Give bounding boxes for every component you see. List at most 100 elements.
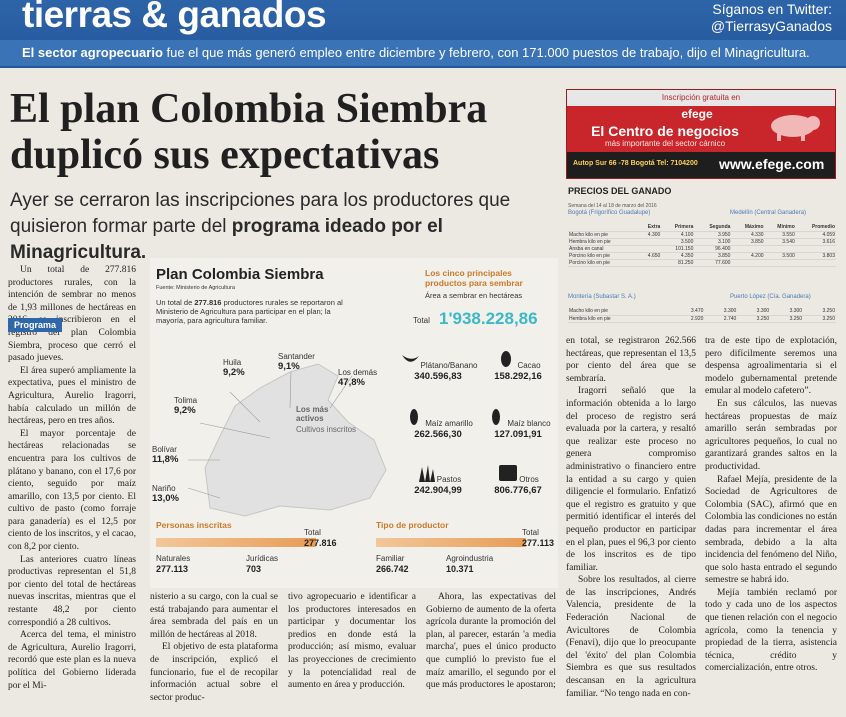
price-cell: 96.400	[694, 245, 732, 253]
crop-name: Maíz blanco	[507, 419, 551, 428]
crop-name: Cacao	[517, 361, 541, 370]
total-label: Total	[522, 528, 539, 537]
paragraph: en total, se registraron 262.566 hectáre…	[566, 336, 696, 384]
article-column-1: Un total de 277.816 productores rurales,…	[8, 264, 136, 692]
paragraph: tivo agropecuario e identificar a los pr…	[288, 592, 416, 691]
ad-strip: Autop Sur 66 -78 Bogotá Tel: 7104200 www…	[567, 152, 835, 178]
price-cell: 2.920	[671, 315, 705, 323]
price-cell: Máximo	[731, 224, 765, 232]
dept-pct: 9,2%	[223, 367, 245, 378]
crop-otros: Otros 806.776,67	[463, 464, 573, 496]
top5-subtitle: Área a sembrar en hectáreas	[425, 291, 523, 300]
price-cell: 3.300	[770, 308, 804, 316]
total-value: 277.816	[304, 538, 337, 548]
section-tag: Programa	[8, 318, 63, 332]
crop-value: 158.292,16	[494, 371, 542, 382]
prices-title: PRECIOS DEL GANADO	[568, 186, 672, 196]
price-cell: 3.500	[661, 238, 695, 246]
price-cell: 4.100	[661, 231, 695, 239]
crop-name: Otros	[519, 475, 539, 484]
desc-bold: 277.816	[194, 298, 222, 307]
crop-platano: Plátano/Banano 340.596,83	[383, 350, 493, 382]
deck-text: Ayer se cerraron las inscripciones para …	[10, 190, 511, 237]
price-row: Extra Primera Segunda Máximo Mínimo Promedio	[568, 224, 836, 232]
dept-name: Santander	[278, 352, 315, 361]
dept-pct: 9,1%	[278, 361, 300, 372]
price-cell: 3.250	[737, 315, 771, 323]
price-cell: Macho kilo en pie	[568, 308, 667, 316]
paragraph: Un total de 277.816 productores rurales,…	[8, 265, 136, 364]
advertisement[interactable]: Inscripción gratuita en efege El Centro …	[566, 89, 836, 179]
price-cell: 3.803	[795, 252, 836, 260]
persons-title: Personas inscritas	[156, 520, 232, 530]
paragraph: Rafael Mejía, presidente de la Sociedad …	[705, 474, 837, 586]
paragraph: nisterio a su cargo, con la cual se está…	[150, 592, 278, 640]
top5-title: Los cinco principales productos para sem…	[425, 268, 523, 288]
subhead: El sector agropecuario fue el que más ge…	[22, 45, 810, 60]
price-cell: 3.500	[764, 252, 796, 260]
subhead-text: fue el que más generó empleo entre dicie…	[162, 45, 810, 60]
prices-table-1: Extra Primera Segunda Máximo Mínimo Promedio M…	[568, 224, 836, 267]
producer-type-total: Total 277.113	[522, 528, 554, 548]
prices-table-2: Macho kilo en pie 3.470 3.300 3.300 3.300 3.2…	[568, 308, 836, 323]
total-value: 277.113	[522, 538, 555, 548]
dept-huila: Huila 9,2%	[223, 358, 245, 378]
price-cell: 3.300	[737, 308, 771, 316]
total-label: Total	[304, 528, 321, 537]
price-cell: 3.850	[694, 252, 732, 260]
dept-name: Los demás	[338, 368, 378, 377]
colombia-map-icon	[187, 363, 387, 517]
ad-address: Autop Sur 66 -78 Bogotá Tel: 7104200	[573, 160, 698, 167]
bar-label: Naturales	[156, 554, 191, 563]
market-monteria: Montería (Subastar S. A.)	[568, 294, 636, 300]
dept-narino: Nariño 13,0%	[152, 484, 179, 504]
corn-icon	[492, 409, 501, 425]
total-label: Total	[413, 316, 430, 325]
price-cell: Hembra kilo en pie	[568, 238, 639, 246]
crop-value: 262.566,30	[414, 429, 462, 440]
dept-name: Nariño	[152, 484, 176, 493]
market-puerto-lopez: Puerto López (Cía. Ganadera)	[730, 294, 811, 300]
crop-value: 340.596,83	[414, 371, 462, 382]
dept-santander: Santander 9,1%	[278, 352, 315, 372]
price-cell: 3.550	[764, 231, 796, 239]
price-cell: Porcino kilo en pie	[568, 252, 639, 260]
price-cell: 101.150	[661, 245, 695, 253]
price-cell: Segunda	[694, 224, 732, 232]
persons-bar	[156, 538, 316, 547]
price-cell: 4.200	[731, 252, 765, 260]
deck-bold: programa ideado por el Minagricultura.	[10, 216, 443, 263]
price-cell: 3.540	[764, 238, 796, 246]
price-cell	[795, 245, 836, 253]
subhead-bar	[0, 40, 846, 66]
crop-pastos: Pastos 242.904,99	[383, 464, 493, 496]
price-cell: 3.850	[731, 238, 765, 246]
price-cell: Porcino kilo en pie	[568, 259, 639, 267]
price-cell: Ansba en canal	[568, 245, 639, 253]
paragraph: Acerca del tema, el ministro de Agricult…	[8, 630, 136, 691]
price-cell	[731, 245, 765, 253]
twitter-handle: @TierrasyGanados	[710, 18, 832, 34]
produce-icon	[499, 465, 518, 481]
paragraph: El área superó ampliamente la expectativ…	[8, 365, 136, 427]
crop-cacao: Cacao 158.292,16	[463, 350, 573, 382]
price-row: Macho kilo en pie 4.300 4.100 3.950 4.330 3.5…	[568, 231, 836, 239]
infographic-description: Un total de 277.816 productores rurales …	[156, 298, 351, 325]
producer-type-bar	[376, 538, 526, 547]
article-column-3: tivo agropecuario e identificar a los pr…	[288, 591, 416, 692]
price-cell	[568, 224, 639, 232]
ad-subtitle: más importante del sector cárnico	[604, 139, 726, 148]
infographic-source: Fuente: Ministerio de Agricultura	[156, 285, 235, 291]
most-active-sublabel: Cultivos inscritos	[296, 425, 357, 434]
price-cell: 4.650	[638, 252, 662, 260]
dept-pct: 11,8%	[152, 454, 179, 465]
price-cell: 3.950	[694, 231, 732, 239]
dept-bolivar: Bolívar 11,8%	[152, 445, 178, 465]
paragraph: Mejía también reclamó por todo y cada un…	[705, 587, 837, 674]
price-cell	[795, 259, 836, 267]
ad-website[interactable]: www.efege.com	[719, 156, 825, 172]
price-cell	[666, 315, 672, 323]
price-cell: 3.300	[704, 308, 738, 316]
infographic: Plan Colombia Siembra Fuente: Ministerio…	[150, 258, 558, 588]
price-cell: 4.330	[731, 231, 765, 239]
